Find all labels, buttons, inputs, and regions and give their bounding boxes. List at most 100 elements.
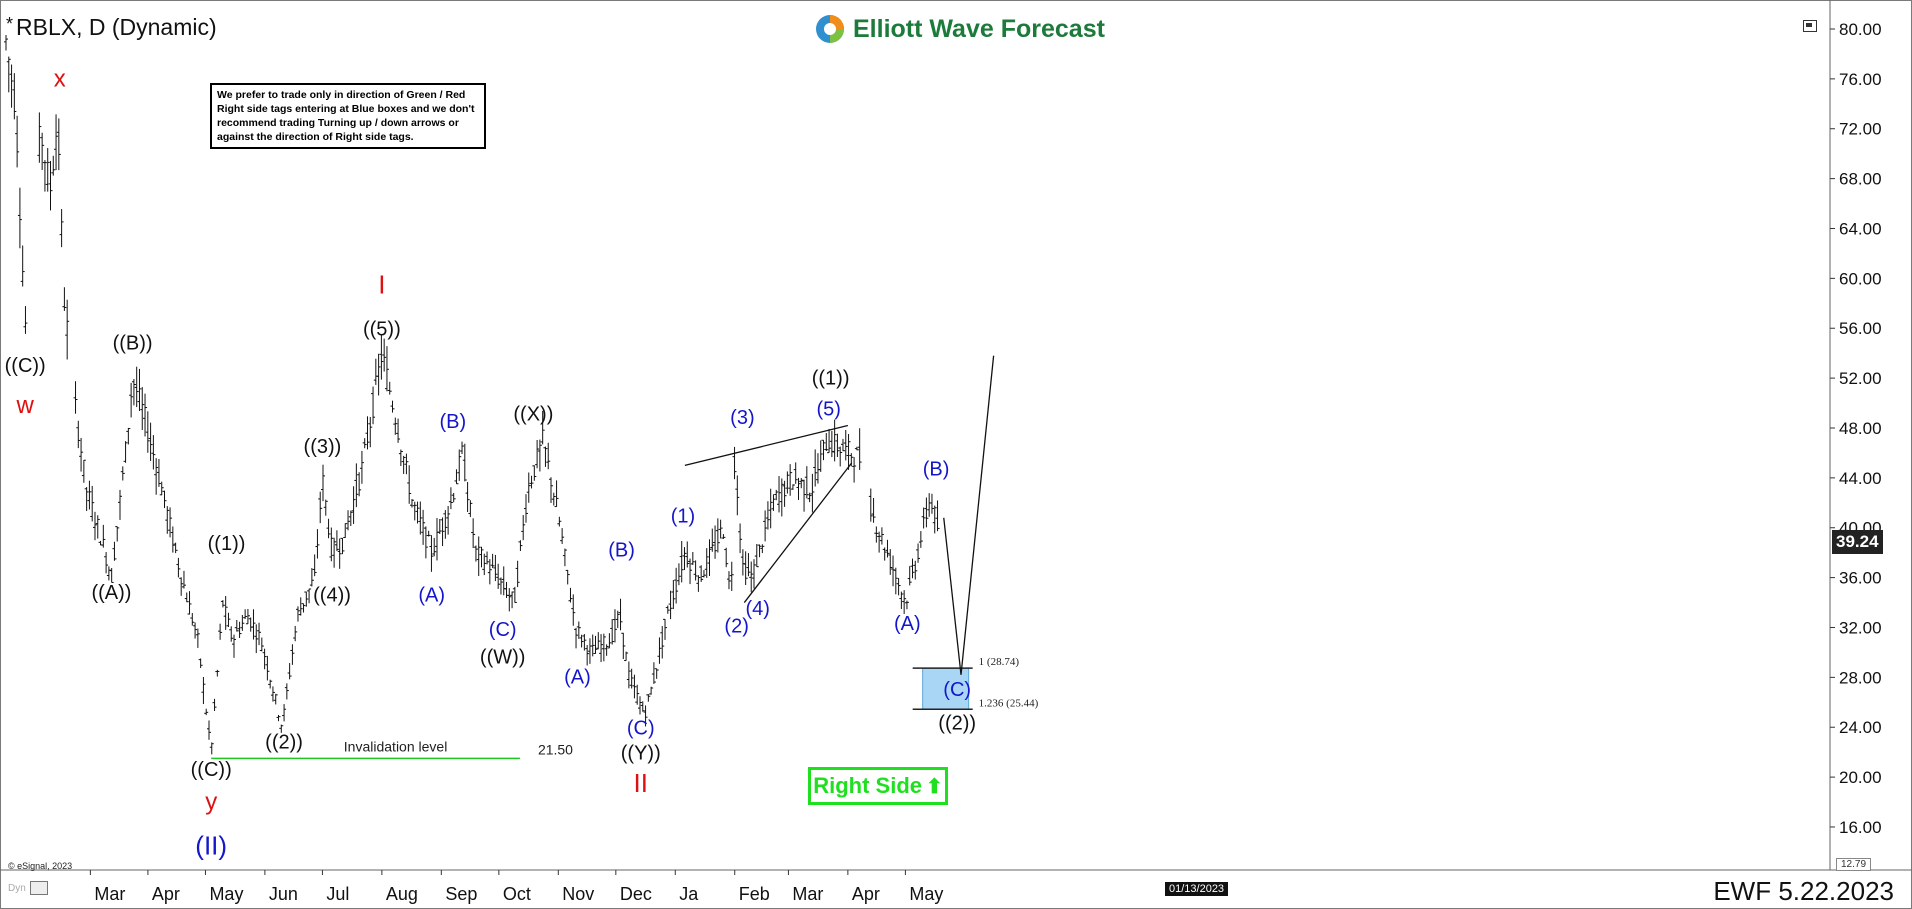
ohlc-bar [774, 489, 779, 501]
dyn-toggle[interactable] [30, 881, 48, 895]
ohlc-bar [195, 628, 200, 648]
wave-label: ((X)) [513, 404, 553, 426]
ohlc-bar [571, 594, 576, 626]
ohlc-bar [507, 588, 512, 612]
wave-label: II [634, 768, 648, 798]
ohlc-bar [245, 608, 250, 625]
ohlc-bar [273, 693, 278, 705]
ohlc-bar [793, 462, 798, 484]
ohlc-bar [387, 381, 392, 395]
ohlc-bar [924, 497, 929, 528]
ohlc-bar [476, 536, 481, 576]
window-restore-icon[interactable] [1803, 20, 1817, 32]
ohlc-bars [4, 34, 940, 755]
y-tick-label: 24.00 [1839, 718, 1882, 737]
ohlc-bar [496, 563, 501, 589]
ohlc-bar [715, 518, 720, 553]
ohlc-bar [65, 299, 70, 360]
y-tick-label: 52.00 [1839, 369, 1882, 388]
ohlc-bar [254, 624, 259, 654]
ohlc-bar [674, 567, 679, 604]
y-tick-label: 36.00 [1839, 569, 1882, 588]
y-tick-label: 76.00 [1839, 70, 1882, 89]
ohlc-bar [624, 651, 629, 662]
x-tick-label: Jun [269, 884, 298, 904]
ohlc-bar [815, 453, 820, 484]
wave-label: ((B)) [113, 332, 153, 354]
right-side-tag: Right Side ⬆ [808, 767, 948, 805]
x-tick-label: Oct [503, 884, 531, 904]
ohlc-bar [412, 501, 417, 521]
ohlc-bar [279, 724, 284, 733]
ohlc-bar [704, 548, 709, 578]
ohlc-bar [601, 633, 606, 662]
ohlc-bar [896, 577, 901, 596]
ohlc-bar [343, 523, 348, 539]
x-tick-label: Ja [679, 884, 699, 904]
ohlc-bar [73, 381, 78, 414]
ohlc-bar [284, 683, 289, 700]
ohlc-bar [721, 534, 726, 539]
ohlc-bar [568, 587, 573, 603]
ohlc-bar [932, 505, 937, 534]
ohlc-bar [888, 549, 893, 575]
ohlc-bar [646, 694, 651, 702]
ohlc-bar [126, 427, 131, 445]
right-side-label: Right Side [813, 773, 922, 798]
ohlc-bar [359, 450, 364, 484]
ohlc-bar [371, 386, 376, 425]
ohlc-bar [179, 577, 184, 596]
ohlc-bar [724, 547, 729, 568]
ohlc-bar [229, 626, 234, 642]
ohlc-bar [218, 623, 223, 640]
x-tick-label: Dec [620, 884, 652, 904]
ohlc-bar [671, 579, 676, 610]
ohlc-bar [168, 507, 173, 538]
ohlc-bar [198, 658, 203, 669]
ohlc-bar [843, 430, 848, 461]
ohlc-bar [220, 600, 225, 608]
ohlc-bar [657, 637, 662, 664]
crosshair-date: 01/13/2023 [1165, 882, 1229, 896]
ohlc-bar [549, 477, 554, 503]
x-tick-label: Apr [152, 884, 180, 904]
ohlc-bar [635, 684, 640, 705]
ohlc-bar [312, 554, 317, 577]
ohlc-bar [62, 287, 67, 311]
ohlc-bar [148, 422, 153, 462]
x-tick-label: Aug [386, 884, 418, 904]
y-tick-label: 56.00 [1839, 319, 1882, 338]
ohlc-bar [637, 696, 642, 715]
blue-box [922, 667, 970, 710]
ohlc-bar [20, 245, 25, 287]
ohlc-bar [251, 609, 256, 640]
ohlc-bar [373, 358, 378, 385]
ohlc-bar [201, 677, 206, 704]
ohlc-bar [176, 557, 181, 578]
ohlc-bar [582, 634, 587, 651]
ohlc-bar [123, 441, 128, 463]
ohlc-bar [9, 64, 14, 108]
ohlc-bar [348, 510, 353, 527]
ewf-logo-icon [816, 15, 844, 43]
ohlc-bar [396, 418, 401, 443]
y-tick-label: 28.00 [1839, 668, 1882, 687]
ohlc-bar [879, 527, 884, 545]
ohlc-bar [334, 530, 339, 551]
ohlc-bar [315, 529, 320, 559]
dyn-label: Dyn [8, 883, 26, 894]
ohlc-bar [282, 704, 287, 722]
ohlc-bar [423, 526, 428, 559]
ohlc-bar [340, 537, 345, 555]
ohlc-bar [90, 485, 95, 522]
ohlc-bar [835, 433, 840, 457]
ohlc-bar [891, 555, 896, 587]
ohlc-bar [237, 621, 242, 639]
wave-label: ((2)) [938, 713, 976, 735]
x-tick-label: May [909, 884, 943, 904]
ohlc-bar [401, 455, 406, 474]
ohlc-bar [682, 547, 687, 570]
ewf-logo: Elliott Wave Forecast [815, 14, 1105, 44]
ohlc-bar [404, 453, 409, 475]
